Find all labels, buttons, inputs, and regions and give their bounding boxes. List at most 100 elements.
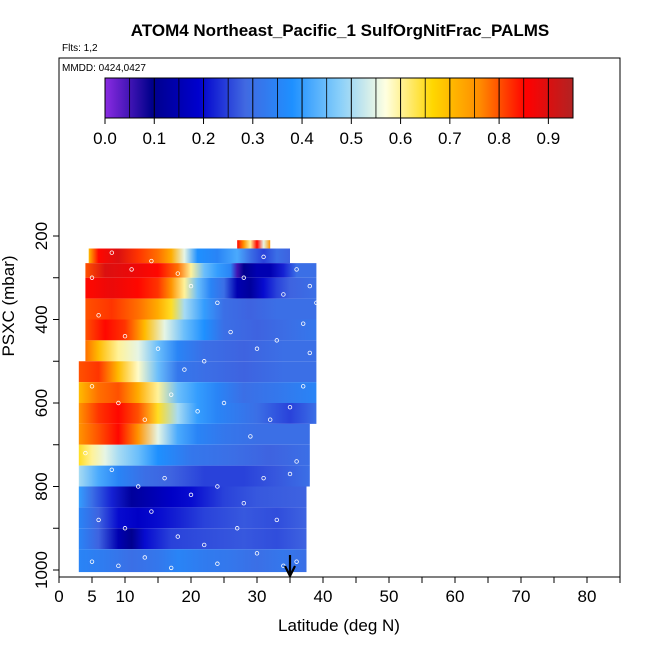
sample-point [89, 559, 95, 564]
y-tick-label: 1000 [32, 551, 51, 589]
sample-point [307, 283, 312, 289]
heatmap-band [78, 528, 307, 550]
heatmap-band [78, 382, 317, 403]
heatmap-band [78, 549, 307, 573]
sample-point [89, 275, 95, 280]
heatmap-band [78, 444, 310, 466]
sample-point [122, 526, 128, 531]
colorbar-tick-label: 0.4 [290, 129, 314, 148]
heatmap-bands [78, 240, 317, 573]
y-tick-label: 800 [32, 472, 51, 500]
chart-title: ATOM4 Northeast_Pacific_1 SulfOrgNitFrac… [131, 21, 550, 40]
sample-point [188, 492, 194, 498]
heatmap-band [85, 277, 317, 299]
heatmap-band [78, 423, 310, 445]
sample-point [155, 346, 161, 351]
colorbar-tick-label: 0.0 [93, 129, 117, 148]
sample-point [116, 563, 121, 569]
colorbar-tick-label: 0.1 [142, 129, 166, 148]
y-tick-label: 400 [32, 305, 51, 333]
latitude-marker [284, 555, 296, 579]
y-axis-label: PSXC (mbar) [0, 255, 18, 356]
x-tick-label: 60 [446, 587, 465, 606]
sample-point [221, 400, 227, 406]
x-axis-label: Latitude (deg N) [278, 616, 400, 635]
heatmap-band [237, 240, 271, 249]
x-tick-label: 5 [87, 587, 96, 606]
sample-point [195, 409, 200, 414]
sample-point [241, 501, 246, 506]
sample-point [268, 417, 273, 422]
sample-point [129, 267, 134, 272]
sample-point [122, 334, 128, 339]
sample-point [261, 475, 266, 481]
x-tick-label: 20 [182, 587, 201, 606]
y-axis: 200 400 600 800 1000 [32, 222, 59, 589]
x-tick-label: 70 [512, 587, 531, 606]
colorbar-tick-label: 0.7 [438, 129, 462, 148]
sample-point [314, 300, 319, 305]
y-tick-label: 200 [32, 222, 51, 250]
x-tick-label: 40 [314, 587, 333, 606]
flights-note: Flts: 1,2 [62, 43, 98, 54]
sample-point [116, 400, 121, 406]
x-tick-label: 80 [578, 587, 597, 606]
heatmap-band [78, 486, 307, 508]
x-axis: 0 5 10 20 30 40 50 60 70 80 [54, 577, 621, 606]
sample-point [168, 392, 174, 397]
sample-point [89, 384, 95, 389]
sample-point [83, 450, 88, 456]
heatmap-band [88, 248, 290, 264]
sample-point [274, 338, 279, 343]
sample-point [287, 404, 293, 410]
sample-point [261, 254, 266, 260]
sample-point [109, 250, 114, 255]
colorbar-tick-label: 0.9 [537, 129, 561, 148]
colorbar: 0.0 0.1 0.2 0.3 0.4 0.5 0.6 0.7 0.8 0.9 [93, 77, 574, 148]
sample-point [109, 467, 114, 472]
sample-point [215, 300, 220, 305]
x-tick-label: 0 [54, 587, 63, 606]
sample-point [215, 561, 220, 566]
heatmap-band [85, 319, 317, 341]
plot-frame [58, 57, 621, 578]
sample-point [168, 565, 174, 571]
sample-point [228, 329, 233, 335]
colorbar-tick-label: 0.3 [241, 129, 265, 148]
colorbar-tick-label: 0.6 [389, 129, 413, 148]
sample-point [241, 275, 246, 280]
heatmap-band [85, 340, 317, 362]
sample-point [135, 484, 141, 489]
colorbar-gradient [104, 77, 574, 119]
sample-point [281, 292, 286, 297]
sample-point [254, 551, 260, 556]
sample-point [281, 563, 286, 569]
sample-point [142, 417, 147, 422]
sample-point [294, 459, 299, 464]
heatmap-band [85, 263, 317, 278]
sample-point [215, 484, 220, 489]
sample-point [149, 509, 154, 514]
sample-point [201, 542, 207, 548]
sample-point [175, 534, 180, 539]
sample-point [307, 350, 312, 356]
sample-point [234, 526, 240, 531]
sample-points [83, 250, 319, 571]
sample-point [254, 346, 260, 351]
sample-point [301, 384, 306, 389]
sample-point [96, 517, 101, 523]
sample-point [274, 517, 279, 523]
heatmap-band [78, 465, 310, 487]
sample-point [188, 283, 194, 289]
x-tick-label: 30 [248, 587, 267, 606]
sample-point [301, 321, 306, 326]
sample-point [175, 271, 180, 276]
sample-point [96, 313, 101, 318]
x-tick-label: 10 [116, 587, 135, 606]
x-tick-label: 50 [380, 587, 399, 606]
colorbar-tick-label: 0.2 [192, 129, 216, 148]
heatmap-band [85, 298, 317, 320]
sample-point [287, 471, 293, 477]
